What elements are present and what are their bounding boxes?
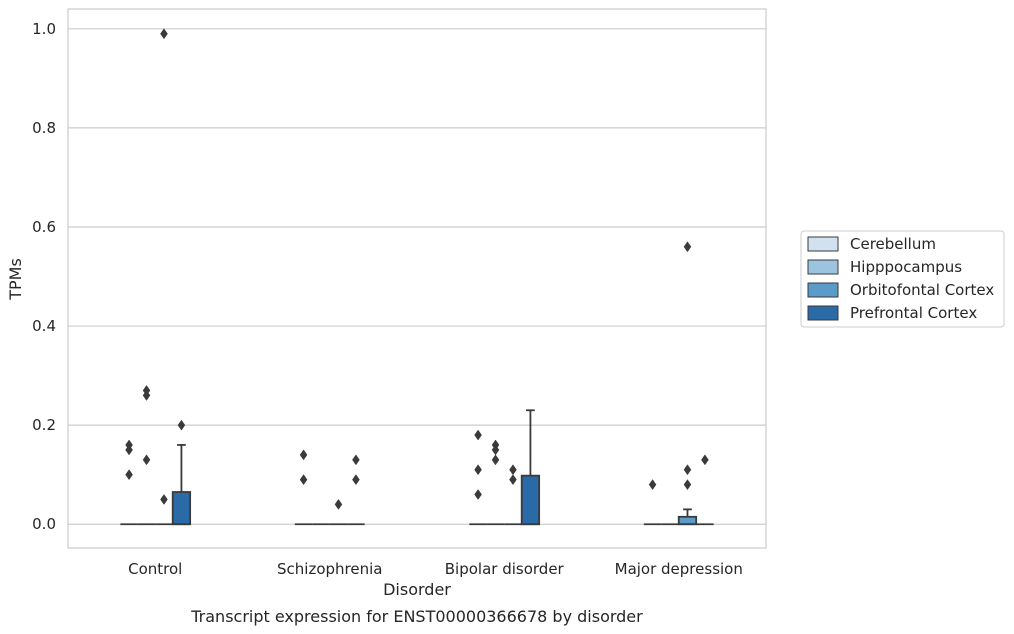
plot-frame (67, 8, 767, 549)
y-tick-label: 1.0 (32, 20, 56, 38)
outlier-point (491, 454, 500, 466)
box-3-0 (643, 479, 662, 526)
outlier-point (299, 449, 308, 461)
chart-caption: Transcript expression for ENST0000036667… (190, 607, 643, 626)
outlier-point (701, 454, 709, 466)
x-axis-label: Disorder (383, 580, 451, 599)
x-tick-label: Control (128, 560, 182, 578)
legend-swatch (807, 236, 839, 252)
box-0-0 (120, 439, 138, 526)
outlier-point (474, 489, 482, 500)
y-tick-labels: 0.0 0.2 0.4 0.6 0.8 1.0 (32, 20, 56, 533)
box-2-1 (486, 439, 505, 526)
y-tick-label: 0.2 (32, 416, 56, 434)
outlier-point (125, 439, 133, 451)
outlier-point (474, 464, 482, 476)
box-1-0 (294, 449, 313, 526)
outlier-point (683, 479, 692, 491)
x-tick-labels: Control Schizophrenia Bipolar disorder Majo… (128, 560, 743, 578)
y-tick-label: 0.0 (32, 515, 56, 533)
box-body (520, 474, 541, 526)
y-tick-label: 0.6 (32, 218, 56, 236)
legend-swatch (807, 305, 839, 321)
box-0-2 (155, 28, 173, 526)
outlier-point (334, 498, 343, 510)
outlier-point (352, 474, 360, 486)
box-2-3 (520, 409, 541, 526)
y-axis-label: TPMs (6, 258, 25, 301)
box-1-3 (347, 454, 365, 526)
outlier-point (177, 419, 186, 431)
outlier-point (160, 494, 168, 505)
outlier-point (683, 241, 692, 253)
outlier-point (683, 464, 692, 476)
box-1-2 (329, 498, 348, 526)
box-3-3 (696, 454, 714, 526)
outlier-point (142, 454, 151, 466)
outlier-point (648, 479, 657, 491)
legend-label: Prefrontal Cortex (850, 304, 977, 322)
legend-frame (800, 230, 1005, 328)
outlier-point (142, 385, 151, 396)
legend-swatch (807, 259, 839, 275)
box-2-2 (504, 464, 522, 526)
outlier-point (299, 474, 308, 486)
outlier-point (474, 429, 482, 441)
x-tick-label: Schizophrenia (277, 560, 382, 578)
legend-swatch (807, 282, 839, 298)
y-tick-label: 0.8 (32, 119, 56, 137)
outlier-point (509, 474, 517, 486)
outlier-point (352, 454, 360, 466)
legend-label: Orbitofontal Cortex (850, 281, 994, 299)
box-body (677, 515, 698, 526)
box-2-0 (469, 429, 487, 526)
box-0-3 (171, 419, 192, 526)
box-body (171, 491, 192, 526)
box-series (120, 28, 714, 526)
x-tick-label: Bipolar disorder (445, 560, 565, 578)
y-tick-label: 0.4 (32, 317, 56, 335)
legend-label: Cerebellum (850, 235, 936, 253)
legend-label: Hipppocampus (850, 258, 962, 276)
box-3-2 (677, 241, 698, 526)
outlier-point (160, 28, 168, 40)
plot-area (68, 9, 766, 548)
outlier-point (509, 464, 517, 476)
outlier-point (125, 469, 133, 481)
outlier-point (491, 439, 500, 451)
legend: Cerebellum Hipppocampus Orbitofontal Corte… (800, 230, 1005, 328)
x-tick-label: Major depression (615, 560, 743, 578)
box-0-1 (137, 385, 156, 526)
